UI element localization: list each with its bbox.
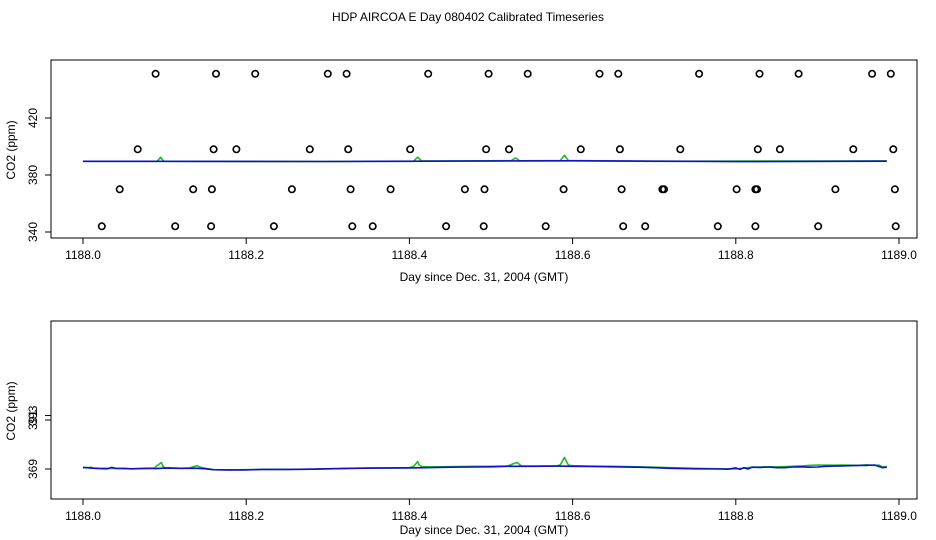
data-point — [251, 69, 260, 78]
data-point — [753, 145, 762, 154]
y-tick-label: 380 — [26, 165, 40, 185]
data-point — [97, 222, 106, 231]
data-point — [619, 222, 628, 231]
data-point — [732, 185, 741, 194]
data-point — [541, 222, 550, 231]
data-point — [641, 222, 650, 231]
data-point — [751, 222, 760, 231]
data-point — [189, 185, 198, 194]
data-point — [617, 185, 626, 194]
x-tick-label: 1188.4 — [391, 248, 427, 262]
y-tick-label: 420 — [26, 108, 40, 128]
data-point — [386, 185, 395, 194]
data-point — [482, 145, 491, 154]
data-point — [480, 185, 489, 194]
data-point — [659, 185, 668, 194]
x-tick-label: 1188.8 — [718, 509, 754, 523]
bottom-plot-frame — [50, 320, 918, 500]
data-point — [752, 185, 761, 194]
data-point — [484, 69, 493, 78]
top-plot-frame — [50, 59, 918, 239]
data-point — [151, 69, 160, 78]
data-point — [614, 69, 623, 78]
y-tick-label: 369 — [26, 459, 40, 479]
data-point — [209, 145, 218, 154]
top-x-axis: 1188.0 1188.2 1188.4 1188.6 1188.8 1189.0 — [65, 238, 917, 262]
data-point — [232, 145, 241, 154]
data-point — [755, 69, 764, 78]
data-point — [406, 145, 415, 154]
data-point — [424, 69, 433, 78]
x-tick-label: 1188.0 — [65, 248, 101, 262]
data-point — [479, 222, 488, 231]
data-point — [348, 222, 357, 231]
data-point — [868, 69, 877, 78]
data-point — [775, 145, 784, 154]
y-tick-label: 391 — [26, 410, 40, 430]
data-point — [713, 222, 722, 231]
data-point — [891, 222, 900, 231]
x-tick-label: 1188.2 — [228, 509, 264, 523]
data-point — [695, 69, 704, 78]
data-point — [523, 69, 532, 78]
x-tick-label: 1188.4 — [391, 509, 427, 523]
data-point — [346, 185, 355, 194]
top-x-axis-label: Day since Dec. 31, 2004 (GMT) — [400, 270, 569, 284]
data-point — [171, 222, 180, 231]
top-plot-area — [82, 69, 900, 231]
data-point — [212, 69, 221, 78]
top-panel: 1188.0 1188.2 1188.4 1188.6 1188.8 1189.0 340… — [4, 59, 918, 284]
data-point — [442, 222, 451, 231]
bottom-panel: 1188.0 1188.2 1188.4 1188.6 1188.8 1189.0 369… — [4, 320, 918, 537]
top-y-axis-label: CO2 (ppm) — [4, 120, 18, 179]
data-point — [889, 145, 898, 154]
data-point — [207, 185, 216, 194]
data-point — [676, 145, 685, 154]
blue-series-line — [82, 160, 887, 163]
data-point — [133, 145, 142, 154]
bottom-y-axis-label: CO2 (ppm) — [4, 381, 18, 440]
x-tick-label: 1188.8 — [718, 248, 754, 262]
data-point — [814, 222, 823, 231]
data-point — [504, 145, 513, 154]
x-tick-label: 1189.0 — [881, 248, 917, 262]
bottom-plot-area — [82, 456, 887, 471]
blue-series-line — [82, 464, 887, 471]
data-point — [890, 185, 899, 194]
data-point — [207, 222, 216, 231]
x-tick-label: 1188.6 — [555, 509, 591, 523]
x-tick-label: 1188.2 — [228, 248, 264, 262]
x-tick-label: 1189.0 — [881, 509, 917, 523]
data-point — [615, 145, 624, 154]
data-point — [460, 185, 469, 194]
data-point — [342, 69, 351, 78]
x-tick-label: 1188.6 — [555, 248, 591, 262]
data-point — [344, 145, 353, 154]
data-point — [269, 222, 278, 231]
data-point — [115, 185, 124, 194]
data-point — [323, 69, 332, 78]
y-tick-label: 393 — [26, 405, 40, 425]
data-point — [287, 185, 296, 194]
bottom-x-axis-label: Day since Dec. 31, 2004 (GMT) — [400, 523, 569, 537]
data-point — [576, 145, 585, 154]
x-tick-label: 1188.0 — [65, 509, 101, 523]
chart-title: HDP AIRCOA E Day 080402 Calibrated Times… — [332, 10, 604, 24]
data-point — [368, 222, 377, 231]
data-point — [305, 145, 314, 154]
data-point — [595, 69, 604, 78]
data-point — [849, 145, 858, 154]
bottom-x-axis: 1188.0 1188.2 1188.4 1188.6 1188.8 1189.0 — [65, 499, 917, 523]
data-point — [831, 185, 840, 194]
top-y-axis: 340 380 420 — [26, 108, 51, 242]
data-point — [559, 185, 568, 194]
data-point — [794, 69, 803, 78]
y-tick-label: 340 — [26, 222, 40, 242]
data-point — [886, 69, 895, 78]
